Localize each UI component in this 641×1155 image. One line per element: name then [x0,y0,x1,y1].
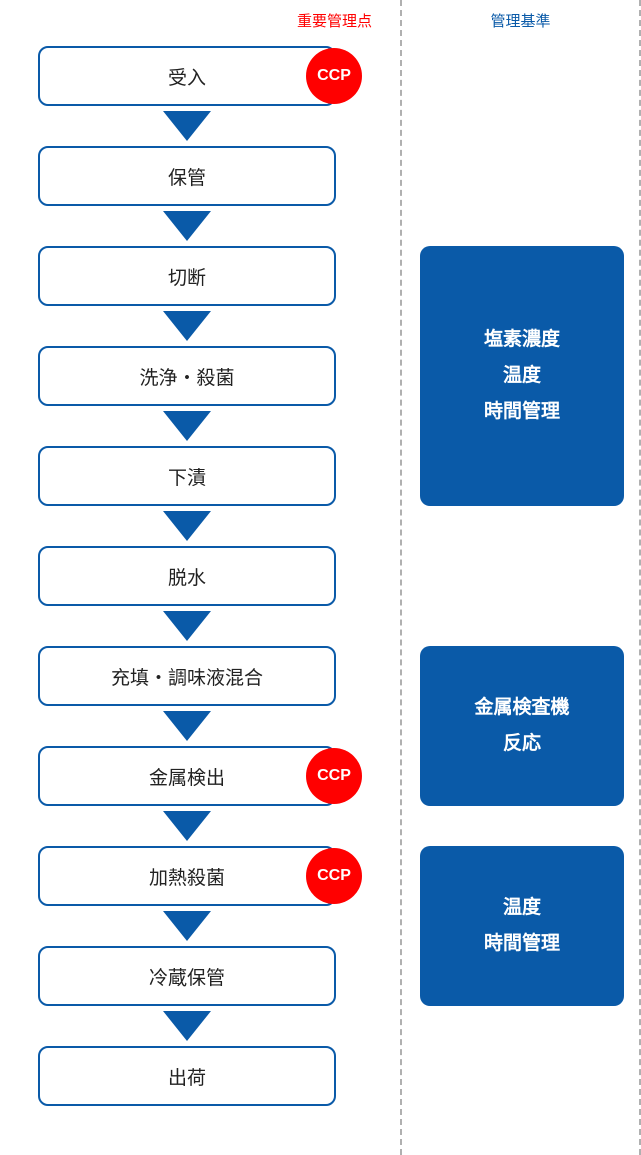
criteria-line: 時間管理 [484,394,560,430]
flow-arrow-icon [163,811,211,841]
diagram-container: 重要管理点 受入CCP 保管切断洗浄・殺菌下漬脱水充填・調味液混合金属検出CCP 加… [0,0,641,1155]
process-step-box: 冷蔵保管 [38,946,336,1006]
flow-arrow-icon [163,511,211,541]
ccp-badge: CCP [306,48,362,104]
process-step-box: 保管 [38,146,336,206]
process-step-box: 切断 [38,246,336,306]
process-step-box: 受入CCP [38,46,336,106]
flow-arrow-icon [163,211,211,241]
flow-arrow-icon [163,711,211,741]
criteria-line: 金属検査機 [474,690,569,726]
process-step-box: 金属検出CCP [38,746,336,806]
process-step-box: 洗浄・殺菌 [38,346,336,406]
process-step: 切断 [38,246,356,346]
process-step-box: 加熱殺菌CCP [38,846,336,906]
flow-arrow-icon [163,1011,211,1041]
flow-arrow-icon [163,611,211,641]
criteria-line: 温度 [503,890,541,926]
criteria-box: 金属検査機反応 [420,646,624,806]
flow-arrow-icon [163,311,211,341]
process-flow: 受入CCP 保管切断洗浄・殺菌下漬脱水充填・調味液混合金属検出CCP 加熱殺菌CCP… [38,46,356,1146]
flow-arrow-icon [163,411,211,441]
process-step: 金属検出CCP [38,746,356,846]
process-step-box: 出荷 [38,1046,336,1106]
process-step: 冷蔵保管 [38,946,356,1046]
process-step: 受入CCP [38,46,356,146]
criteria-header-label: 管理基準 [402,12,639,46]
criteria-line: 反応 [503,726,541,762]
ccp-header-label: 重要管理点 [0,12,400,46]
process-step-box: 脱水 [38,546,336,606]
criteria-box: 温度時間管理 [420,846,624,1006]
flow-arrow-icon [163,911,211,941]
process-step: 充填・調味液混合 [38,646,356,746]
process-step: 加熱殺菌CCP [38,846,356,946]
criteria-line: 温度 [503,358,541,394]
process-step: 出荷 [38,1046,356,1146]
ccp-badge: CCP [306,748,362,804]
criteria-column: 管理基準 塩素濃度温度時間管理金属検査機反応温度時間管理 [400,0,641,1155]
process-step-box: 下漬 [38,446,336,506]
process-step: 下漬 [38,446,356,546]
criteria-box: 塩素濃度温度時間管理 [420,246,624,506]
process-step-box: 充填・調味液混合 [38,646,336,706]
flow-column: 重要管理点 受入CCP 保管切断洗浄・殺菌下漬脱水充填・調味液混合金属検出CCP 加… [0,0,400,1155]
criteria-line: 時間管理 [484,926,560,962]
ccp-badge: CCP [306,848,362,904]
process-step: 保管 [38,146,356,246]
criteria-line: 塩素濃度 [484,322,560,358]
process-step: 脱水 [38,546,356,646]
flow-arrow-icon [163,111,211,141]
process-step: 洗浄・殺菌 [38,346,356,446]
